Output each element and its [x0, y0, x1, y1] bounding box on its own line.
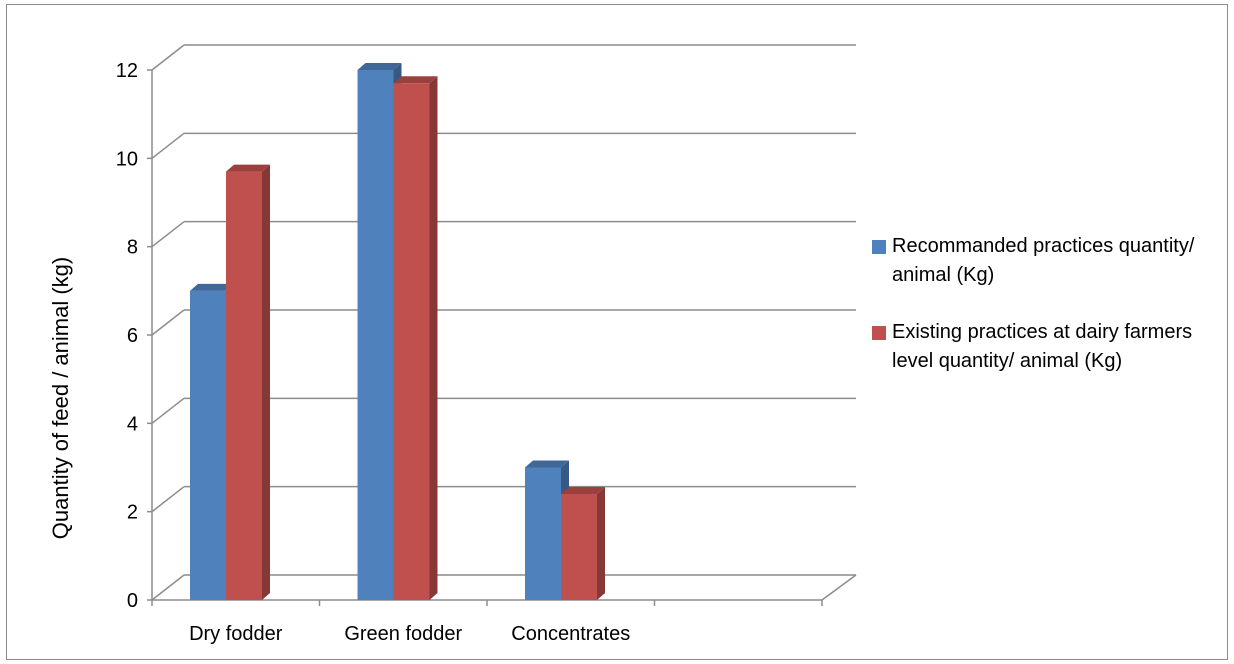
legend-item-existing: Existing practices at dairy farmers leve…: [872, 318, 1222, 376]
bar-green-fodder-existing: [393, 76, 438, 600]
bar-top: [525, 460, 569, 468]
y-axis-tick-labels: 0 2 4 6 8 10 12: [116, 60, 138, 612]
x-tick-label: Green fodder: [344, 623, 462, 645]
legend-item-recommended: Recommanded practices quantity/ animal (…: [872, 232, 1222, 290]
gridlines: [147, 44, 856, 606]
y-tick-label: 12: [116, 60, 138, 82]
floor-right-edge: [821, 574, 857, 601]
bar-front: [525, 467, 561, 600]
bar-side: [429, 76, 438, 600]
bar-top: [190, 283, 234, 291]
gridline-diagonal: [151, 486, 185, 513]
bar-dry-fodder-existing: [226, 164, 270, 601]
legend-swatch-existing: [872, 326, 886, 340]
bar-front: [393, 83, 430, 600]
x-tick-label: Concentrates: [511, 623, 630, 645]
y-tick-label: 10: [116, 148, 138, 170]
bar-side: [262, 164, 270, 601]
bar-concentrates-existing: [561, 487, 605, 600]
bar-top: [226, 164, 270, 172]
gridline-diagonal: [151, 397, 185, 424]
y-tick-label: 8: [127, 237, 138, 259]
y-axis-title: Quantity of feed / animal (kg): [48, 257, 73, 539]
bar-top: [561, 487, 605, 494]
legend-label-recommended: Recommanded practices quantity/ animal (…: [892, 235, 1195, 286]
legend-swatch-recommended: [872, 240, 886, 254]
gridline-diagonal: [151, 44, 185, 71]
bar-side: [597, 487, 605, 600]
bar-top: [393, 76, 438, 84]
bar-front: [357, 70, 394, 600]
y-tick-label: 4: [127, 413, 138, 435]
bar-series: [190, 63, 605, 601]
bar-top: [357, 63, 402, 70]
y-tick-label: 2: [127, 502, 138, 524]
bar-front: [561, 494, 597, 600]
y-tick-label: 6: [127, 325, 138, 347]
bar-front: [226, 171, 262, 601]
x-axis-tick-labels: Dry fodder Green fodder Concentrates: [189, 623, 630, 645]
x-tick-label: Dry fodder: [189, 623, 283, 645]
gridline-diagonal: [151, 309, 185, 336]
gridline-diagonal: [151, 221, 185, 248]
gridline-diagonal: [151, 132, 185, 159]
gridline-diagonal: [151, 574, 185, 601]
legend-label-existing: Existing practices at dairy farmers leve…: [892, 321, 1193, 372]
legend: Recommanded practices quantity/ animal (…: [872, 232, 1222, 404]
bar-front: [190, 290, 226, 600]
y-tick-label: 0: [127, 590, 138, 612]
